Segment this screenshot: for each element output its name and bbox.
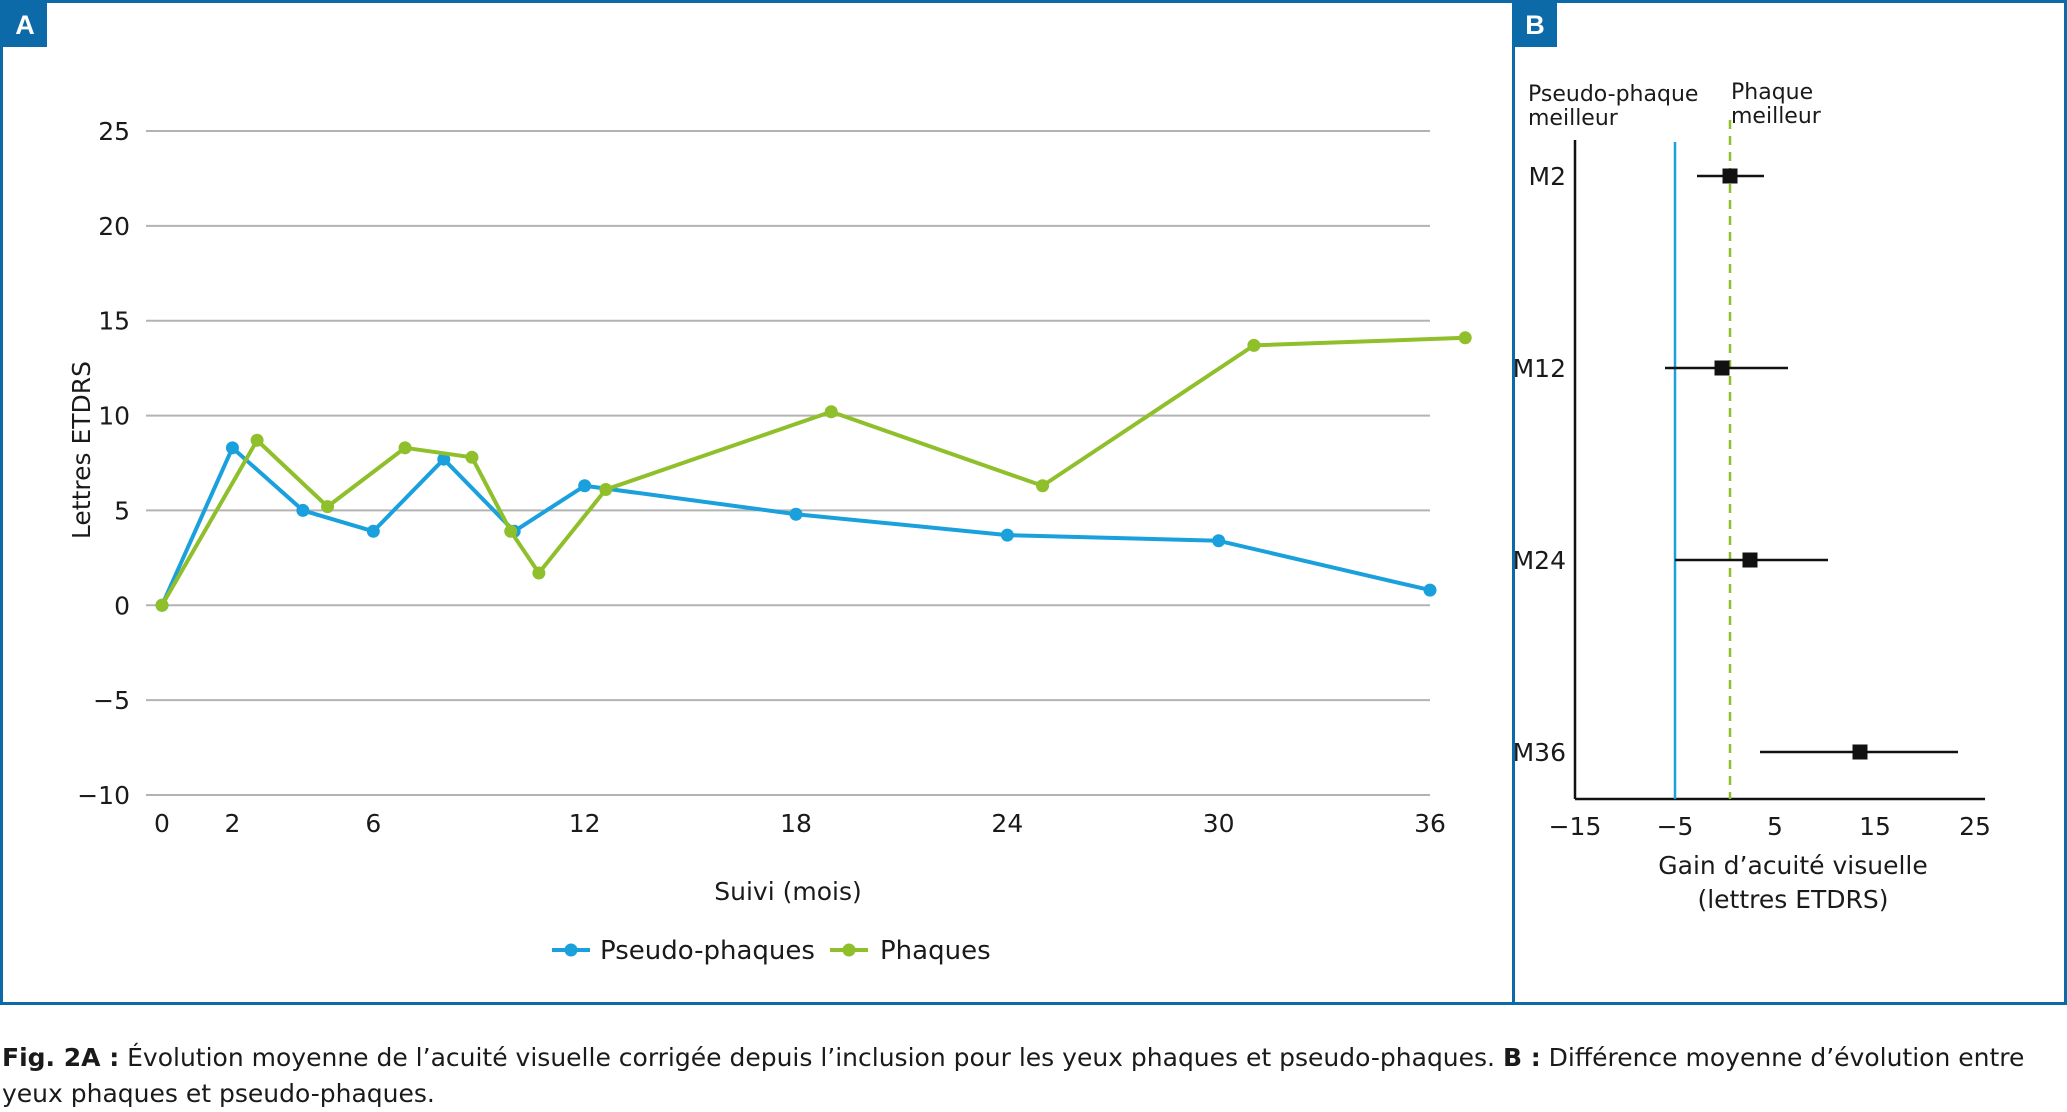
caption-fig-label: Fig. 2A :: [2, 1043, 120, 1072]
legend-label: Phaques: [880, 936, 991, 966]
legend-swatch-marker: [842, 943, 856, 957]
data-point: [321, 500, 335, 514]
point-estimate: [1852, 744, 1868, 760]
x-tick-label: 12: [569, 809, 601, 838]
data-point: [155, 598, 169, 612]
legend-label: Pseudo-phaques: [600, 936, 815, 966]
data-point: [824, 405, 838, 419]
forest-plot-b: Pseudo-phaquemeilleurPhaquemeilleurM2M12…: [1513, 80, 1991, 914]
x-axis-label: Suivi (mois): [714, 877, 861, 906]
data-point: [437, 452, 451, 466]
legend-swatch-marker: [564, 943, 578, 957]
x-tick-label: 6: [365, 809, 381, 838]
panel-divider: [1512, 0, 1515, 1005]
row-label: M36: [1513, 738, 1566, 767]
x-tick-label: 36: [1414, 809, 1446, 838]
data-point: [1212, 534, 1226, 548]
point-estimate: [1714, 360, 1730, 376]
y-tick-label: 5: [114, 496, 130, 525]
header-left: meilleur: [1528, 106, 1619, 131]
x-axis-label: Gain d’acuité visuelle: [1658, 851, 1928, 880]
data-point: [366, 524, 380, 538]
y-tick-label: 15: [98, 307, 130, 336]
data-point: [1036, 479, 1050, 493]
figure-frame: [0, 0, 2067, 1005]
x-tick-label: −15: [1549, 812, 1602, 841]
y-axis-label: Lettres ETDRS: [67, 361, 96, 539]
y-tick-label: 20: [98, 212, 130, 241]
x-tick-label: 18: [780, 809, 812, 838]
point-estimate: [1722, 168, 1738, 184]
x-tick-label: 2: [224, 809, 240, 838]
data-point: [1423, 583, 1437, 597]
x-tick-label: 5: [1767, 812, 1783, 841]
line-chart-a: 25 20 15 10 5 0 −5 −10 0 2 6 12 18 24 30 36 Lettres ETDR…: [67, 117, 1472, 966]
data-point: [532, 566, 546, 580]
data-point: [599, 483, 613, 497]
y-tick-label: 10: [98, 402, 130, 431]
point-estimate: [1742, 552, 1758, 568]
data-point: [578, 479, 592, 493]
row-label: M24: [1513, 546, 1566, 575]
data-point: [1247, 338, 1261, 352]
x-tick-label: 25: [1959, 812, 1991, 841]
figure-caption: Fig. 2A : Évolution moyenne de l’acuité …: [2, 1040, 2064, 1112]
panel-a-badge: A: [3, 3, 47, 47]
header-left: Pseudo-phaque: [1528, 82, 1698, 107]
caption-part-b: Différence moyenne d’évolution entre yeu…: [2, 1043, 2025, 1108]
x-tick-label: 15: [1859, 812, 1891, 841]
data-point: [250, 433, 264, 447]
data-point: [398, 441, 412, 455]
x-tick-label: 24: [991, 809, 1023, 838]
header-right: Phaque: [1731, 80, 1813, 105]
data-point: [465, 450, 479, 464]
y-tick-label: −10: [77, 781, 130, 810]
x-axis-label: (lettres ETDRS): [1697, 885, 1888, 914]
data-point: [225, 441, 239, 455]
data-point: [1000, 528, 1014, 542]
caption-part-a: Évolution moyenne de l’acuité visuelle c…: [119, 1043, 1503, 1072]
series-line-phaques: [160, 335, 1466, 607]
y-tick-label: 0: [114, 591, 130, 620]
row-label: M2: [1529, 162, 1566, 191]
data-point: [1458, 331, 1472, 345]
data-point: [504, 524, 518, 538]
y-tick-label: 25: [98, 117, 130, 146]
header-right: meilleur: [1731, 104, 1822, 129]
row-label: M12: [1513, 354, 1566, 383]
data-point: [296, 503, 310, 517]
x-tick-label: 30: [1203, 809, 1235, 838]
x-tick-label: −5: [1657, 812, 1694, 841]
x-tick-label: 0: [154, 809, 170, 838]
caption-b-label: B :: [1502, 1043, 1541, 1072]
panel-b-badge: B: [1513, 3, 1557, 47]
y-tick-label: −5: [93, 686, 130, 715]
data-point: [789, 507, 803, 521]
